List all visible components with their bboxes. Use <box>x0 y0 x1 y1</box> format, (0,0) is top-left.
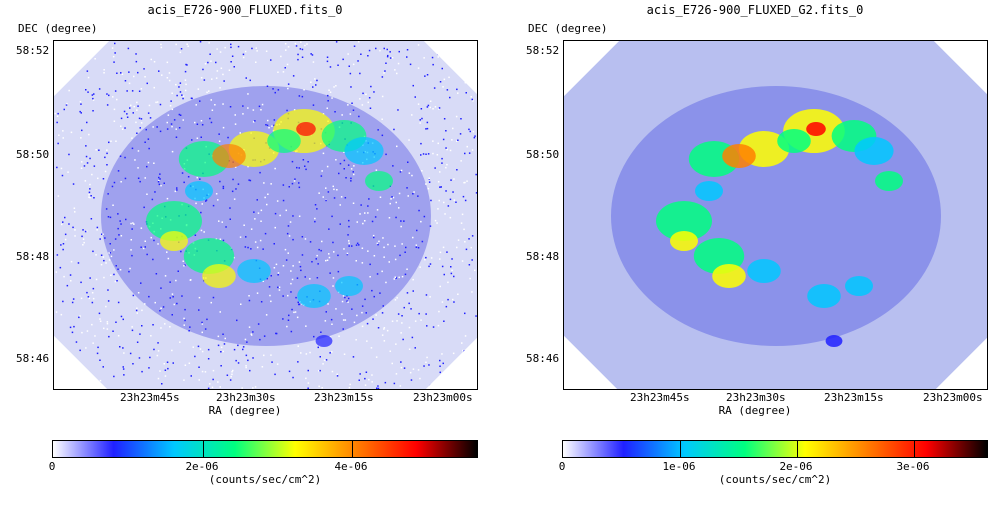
emission-knot <box>656 201 712 241</box>
emission-knot <box>185 181 213 201</box>
y-tick-label: 58:46 <box>16 352 50 365</box>
x-tick-label: 23h23m45s <box>120 391 180 404</box>
panel-raw-image: acis_E726-900_FLUXED.fits_0 DEC (degree)… <box>16 3 478 486</box>
colorbar-tick-label: 1e-06 <box>662 460 696 473</box>
x-tick-label: 23h23m00s <box>413 391 473 404</box>
x-tick-label: 23h23m45s <box>630 391 690 404</box>
colorbar-tick-label: 3e-06 <box>896 460 930 473</box>
image-title: acis_E726-900_FLUXED_G2.fits_0 <box>646 3 864 17</box>
image-plot-area[interactable] <box>53 40 478 390</box>
colorbar-unit-label: (counts/sec/cm^2) <box>208 473 322 486</box>
emission-knot <box>854 137 894 165</box>
colorbar-tick-mark <box>797 441 798 457</box>
emission-knot <box>670 231 698 251</box>
y-tick-label: 58:48 <box>16 250 50 263</box>
colorbar-gradient <box>563 441 987 457</box>
emission-knot <box>722 144 756 168</box>
x-tick-label: 23h23m30s <box>216 391 276 404</box>
x-tick-label: 23h23m15s <box>824 391 884 404</box>
image-title: acis_E726-900_FLUXED.fits_0 <box>147 3 343 17</box>
colorbar-tick-mark <box>203 441 204 457</box>
emission-knot <box>335 276 363 296</box>
colorbar-tick-label: 4e-06 <box>334 460 368 473</box>
colorbar <box>562 440 988 458</box>
x-tick-label: 23h23m15s <box>314 391 374 404</box>
y-tick-label: 58:50 <box>526 148 560 161</box>
emission-knot <box>712 264 746 288</box>
x-tick-label: 23h23m00s <box>923 391 983 404</box>
emission-knot <box>296 122 316 136</box>
y-axis-label: DEC (degree) <box>18 22 98 35</box>
emission-knot <box>806 122 826 136</box>
emission-knot <box>747 259 781 283</box>
y-tick-label: 58:52 <box>16 44 50 57</box>
colorbar-tick-mark <box>914 441 915 457</box>
emission-knot <box>146 201 202 241</box>
y-tick-label: 58:50 <box>16 148 50 161</box>
colorbar-tick-label: 0 <box>48 460 56 473</box>
x-axis-label: RA (degree) <box>208 404 282 417</box>
y-axis-label: DEC (degree) <box>528 22 608 35</box>
emission-knot <box>825 335 843 347</box>
emission-knot <box>695 181 723 201</box>
y-tick-label: 58:46 <box>526 352 560 365</box>
colorbar-tick-mark <box>680 441 681 457</box>
x-axis-label: RA (degree) <box>718 404 792 417</box>
colorbar-gradient <box>53 441 477 457</box>
colorbar-tick-label: 0 <box>558 460 566 473</box>
emission-knot <box>365 171 393 191</box>
emission-knot <box>875 171 903 191</box>
colorbar-unit-label: (counts/sec/cm^2) <box>718 473 832 486</box>
y-tick-label: 58:48 <box>526 250 560 263</box>
emission-knot <box>160 231 188 251</box>
emission-knot <box>807 284 841 308</box>
emission-knot <box>344 137 384 165</box>
image-plot-area[interactable] <box>563 40 988 390</box>
y-tick-label: 58:52 <box>526 44 560 57</box>
xray-image-raw <box>54 41 477 389</box>
emission-knot <box>267 129 301 153</box>
xray-image-smoothed <box>564 41 987 389</box>
colorbar <box>52 440 478 458</box>
colorbar-tick-label: 2e-06 <box>185 460 219 473</box>
colorbar-tick-label: 2e-06 <box>779 460 813 473</box>
colorbar-tick-mark <box>352 441 353 457</box>
panel-smoothed-image: acis_E726-900_FLUXED_G2.fits_0 DEC (degr… <box>510 0 1000 511</box>
emission-knot <box>237 259 271 283</box>
emission-knot <box>212 144 246 168</box>
emission-knot <box>845 276 873 296</box>
x-tick-label: 23h23m30s <box>726 391 786 404</box>
emission-knot <box>777 129 811 153</box>
emission-knot <box>297 284 331 308</box>
emission-knot <box>315 335 333 347</box>
emission-knot <box>202 264 236 288</box>
